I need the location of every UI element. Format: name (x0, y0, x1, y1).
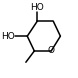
Text: HO: HO (30, 2, 44, 12)
Text: HO: HO (1, 32, 15, 41)
Text: O: O (48, 46, 55, 55)
